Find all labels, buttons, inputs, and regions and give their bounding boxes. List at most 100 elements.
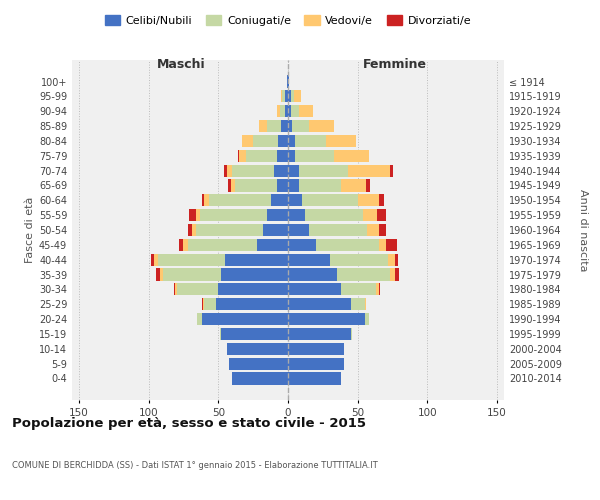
Bar bbox=[395, 268, 400, 280]
Bar bbox=[263, 224, 288, 236]
Bar bbox=[293, 90, 301, 102]
Bar bbox=[288, 120, 292, 132]
Bar bbox=[215, 298, 288, 310]
Bar bbox=[386, 239, 397, 251]
Bar bbox=[235, 180, 277, 192]
Bar bbox=[309, 120, 334, 132]
Bar bbox=[288, 298, 351, 310]
Bar bbox=[271, 194, 288, 206]
Bar bbox=[326, 135, 356, 147]
Bar bbox=[229, 358, 288, 370]
Bar bbox=[277, 150, 288, 162]
Bar bbox=[288, 180, 299, 192]
Y-axis label: Anni di nascita: Anni di nascita bbox=[578, 188, 589, 271]
Bar bbox=[218, 284, 288, 296]
Bar bbox=[348, 164, 390, 176]
Bar bbox=[341, 180, 366, 192]
Bar bbox=[288, 90, 291, 102]
Bar bbox=[189, 209, 196, 221]
Bar bbox=[202, 194, 205, 206]
Bar bbox=[302, 194, 358, 206]
Bar bbox=[288, 358, 344, 370]
Bar bbox=[288, 76, 289, 88]
Bar bbox=[281, 120, 288, 132]
Bar bbox=[379, 239, 386, 251]
Bar bbox=[299, 180, 341, 192]
Bar bbox=[196, 224, 263, 236]
Bar bbox=[151, 254, 154, 266]
Bar bbox=[365, 298, 366, 310]
Bar bbox=[291, 105, 299, 118]
Y-axis label: Fasce di età: Fasce di età bbox=[25, 197, 35, 263]
Legend: Celibi/Nubili, Coniugati/e, Vedovi/e, Divorziati/e: Celibi/Nubili, Coniugati/e, Vedovi/e, Di… bbox=[100, 10, 476, 30]
Bar bbox=[239, 150, 246, 162]
Bar bbox=[291, 90, 293, 102]
Bar bbox=[221, 268, 288, 280]
Bar bbox=[231, 180, 235, 192]
Bar bbox=[197, 313, 202, 325]
Bar bbox=[179, 239, 184, 251]
Bar bbox=[316, 239, 379, 251]
Bar bbox=[341, 284, 376, 296]
Bar bbox=[288, 164, 299, 176]
Bar bbox=[351, 298, 365, 310]
Bar bbox=[202, 313, 288, 325]
Bar bbox=[390, 164, 392, 176]
Bar bbox=[288, 209, 305, 221]
Bar bbox=[200, 209, 267, 221]
Bar bbox=[202, 298, 203, 310]
Bar bbox=[232, 372, 288, 384]
Bar bbox=[288, 313, 365, 325]
Bar bbox=[174, 284, 175, 296]
Bar bbox=[288, 284, 341, 296]
Bar bbox=[160, 268, 163, 280]
Bar bbox=[334, 150, 369, 162]
Text: COMUNE DI BERCHIDDA (SS) - Dati ISTAT 1° gennaio 2015 - Elaborazione TUTTITALIA.: COMUNE DI BERCHIDDA (SS) - Dati ISTAT 1°… bbox=[12, 460, 378, 469]
Bar bbox=[288, 254, 330, 266]
Bar bbox=[358, 194, 379, 206]
Bar bbox=[379, 284, 380, 296]
Bar bbox=[238, 150, 239, 162]
Bar bbox=[163, 268, 221, 280]
Bar bbox=[281, 90, 283, 102]
Bar bbox=[299, 105, 313, 118]
Bar bbox=[221, 328, 288, 340]
Text: Maschi: Maschi bbox=[157, 58, 205, 71]
Bar bbox=[288, 135, 295, 147]
Bar bbox=[390, 268, 395, 280]
Bar bbox=[292, 120, 309, 132]
Bar bbox=[388, 254, 395, 266]
Bar bbox=[155, 268, 160, 280]
Bar bbox=[288, 150, 295, 162]
Bar bbox=[246, 150, 277, 162]
Bar bbox=[363, 209, 377, 221]
Bar bbox=[288, 239, 316, 251]
Bar bbox=[288, 105, 291, 118]
Bar bbox=[154, 254, 158, 266]
Bar bbox=[176, 284, 218, 296]
Bar bbox=[379, 224, 386, 236]
Bar bbox=[288, 194, 302, 206]
Bar bbox=[376, 284, 379, 296]
Bar bbox=[295, 135, 326, 147]
Bar bbox=[228, 180, 231, 192]
Bar bbox=[299, 164, 348, 176]
Bar bbox=[283, 90, 285, 102]
Bar bbox=[285, 90, 288, 102]
Bar bbox=[280, 105, 285, 118]
Bar bbox=[277, 105, 280, 118]
Bar bbox=[205, 298, 215, 310]
Bar bbox=[288, 372, 341, 384]
Bar bbox=[224, 164, 227, 176]
Bar bbox=[351, 328, 352, 340]
Bar bbox=[259, 120, 267, 132]
Bar bbox=[184, 239, 188, 251]
Bar bbox=[288, 328, 351, 340]
Bar bbox=[274, 164, 288, 176]
Bar bbox=[366, 180, 370, 192]
Bar bbox=[188, 239, 257, 251]
Bar bbox=[395, 254, 398, 266]
Text: Femmine: Femmine bbox=[364, 58, 427, 71]
Bar bbox=[257, 239, 288, 251]
Bar bbox=[203, 298, 205, 310]
